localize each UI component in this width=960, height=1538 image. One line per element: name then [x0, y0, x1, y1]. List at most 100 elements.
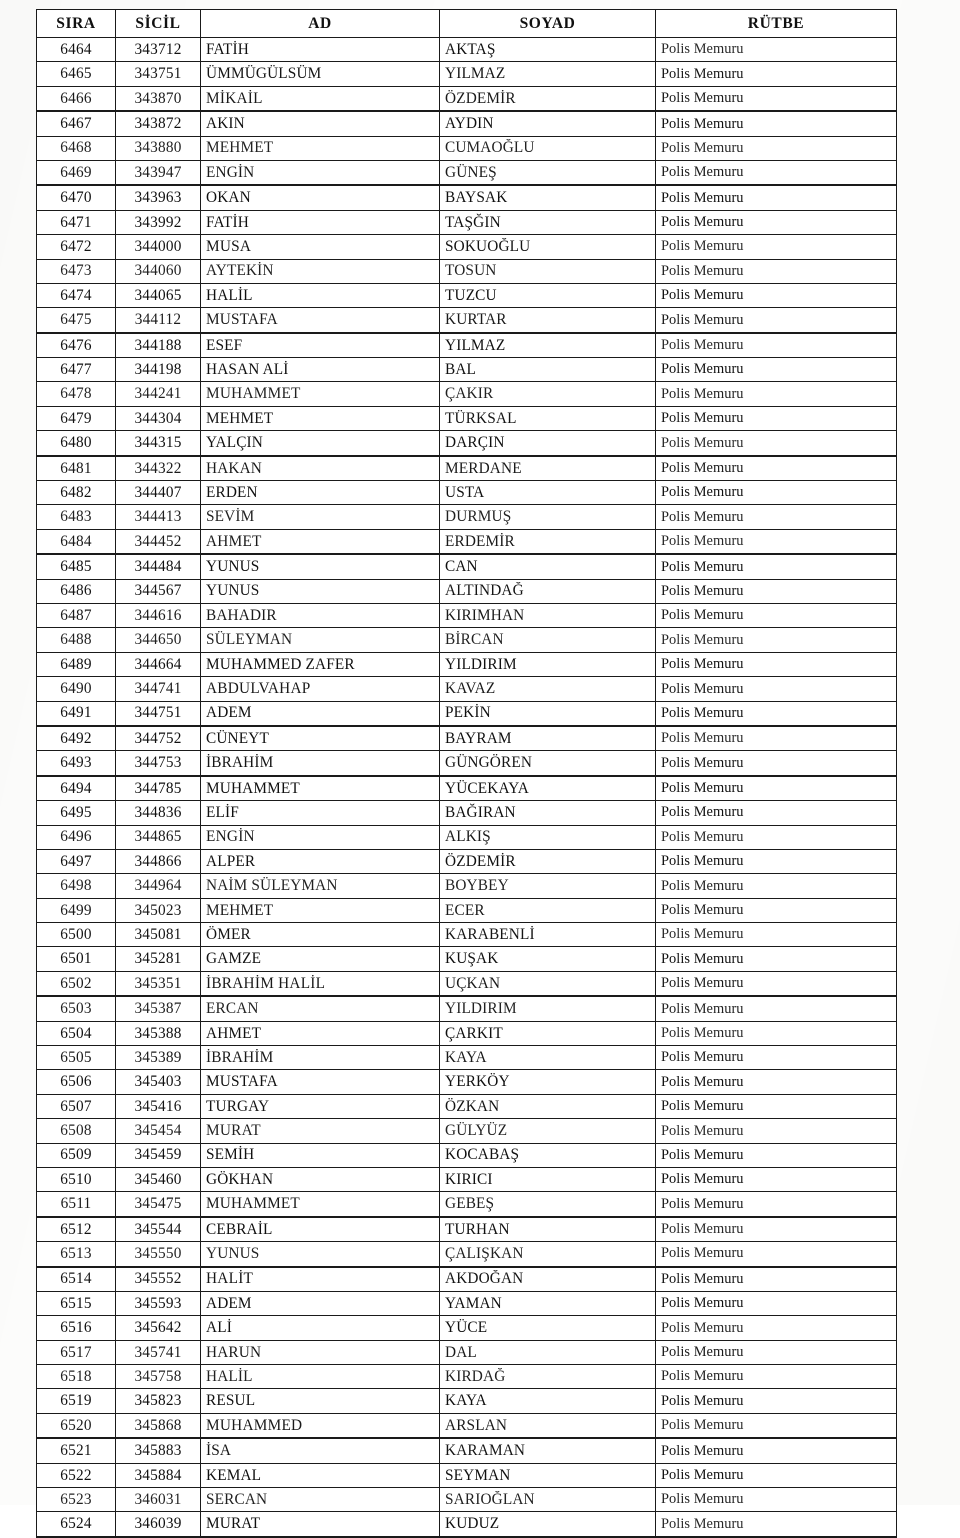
cell-ad: MUSTAFA	[200, 1069, 440, 1095]
cell-rutbe: Polis Memuru	[655, 504, 897, 530]
cell-rutbe: Polis Memuru	[655, 405, 897, 432]
cell-sira: 6505	[36, 1045, 116, 1071]
cell-sira: 6479	[36, 405, 116, 432]
cell-ad: ABDULVAHAP	[200, 676, 440, 702]
cell-sira: 6503	[36, 995, 116, 1022]
cell-sicil: 344865	[115, 824, 201, 850]
cell-rutbe: Polis Memuru	[655, 627, 897, 653]
cell-sicil: 343880	[115, 135, 201, 161]
cell-soyad: BİRCAN	[439, 627, 656, 653]
table-row: 6518 345758 HALİL KIRDAĞ Polis Memuru	[36, 1364, 897, 1390]
cell-sicil: 344065	[115, 282, 201, 309]
cell-rutbe: Polis Memuru	[655, 848, 897, 875]
table-row: 6495 344836 ELİF BAĞIRAN Polis Memuru	[36, 800, 897, 826]
table-row: 6472 344000 MUSA SOKUOĞLU Polis Memuru	[36, 234, 897, 260]
cell-soyad: YILDIRIM	[439, 995, 656, 1022]
cell-sicil: 343872	[115, 110, 201, 137]
cell-sira: 6508	[36, 1118, 116, 1144]
table-row: 6501 345281 GAMZE KUŞAK Polis Memuru	[36, 946, 897, 972]
cell-sira: 6511	[36, 1191, 116, 1218]
cell-sira: 6512	[36, 1215, 116, 1243]
table-row: 6513 345550 YUNUS ÇALIŞKAN Polis Memuru	[36, 1241, 897, 1268]
cell-ad: KEMAL	[200, 1462, 440, 1489]
cell-ad: HAKAN	[200, 455, 440, 482]
cell-rutbe: Polis Memuru	[655, 1487, 897, 1513]
cell-soyad: ÖZKAN	[439, 1093, 656, 1120]
cell-sicil: 345758	[115, 1364, 201, 1390]
cell-rutbe: Polis Memuru	[655, 897, 897, 924]
cell-sira: 6499	[36, 897, 116, 924]
table-row: 6492 344752 CÜNEYT BAYRAM Polis Memuru	[36, 725, 897, 752]
cell-sira: 6474	[36, 282, 116, 309]
cell-sicil: 345081	[115, 922, 201, 948]
cell-sira: 6501	[36, 946, 116, 972]
cell-ad: MUSTAFA	[200, 307, 440, 334]
table-row: 6511 345475 MUHAMMET GEBEŞ Polis Memuru	[36, 1191, 897, 1218]
cell-soyad: YILDIRIM	[439, 651, 656, 678]
cell-soyad: KAYA	[439, 1045, 656, 1071]
table-row: 6521 345883 İSA KARAMAN Polis Memuru	[36, 1437, 897, 1464]
cell-ad: FATİH	[200, 209, 440, 236]
header-row: SIRA SİCİL AD SOYAD RÜTBE	[36, 9, 897, 38]
cell-sicil: 345351	[115, 970, 201, 998]
cell-soyad: DARÇIN	[439, 430, 656, 457]
cell-soyad: ERDEMİR	[439, 528, 656, 555]
table-row: 6500 345081 ÖMER KARABENLİ Polis Memuru	[36, 922, 897, 948]
cell-soyad: YILMAZ	[439, 61, 656, 87]
table-row: 6510 345460 GÖKHAN KIRICI Polis Memuru	[36, 1166, 897, 1193]
cell-rutbe: Polis Memuru	[655, 1166, 897, 1193]
cell-soyad: SEYMAN	[439, 1462, 656, 1489]
cell-sicil: 344407	[115, 480, 201, 506]
table-row: 6488 344650 SÜLEYMAN BİRCAN Polis Memuru	[36, 627, 897, 653]
cell-soyad: ÖZDEMİR	[439, 85, 656, 112]
cell-ad: GAMZE	[200, 946, 440, 972]
cell-sira: 6477	[36, 357, 116, 383]
cell-rutbe: Polis Memuru	[655, 1266, 897, 1292]
personnel-roster-table: SIRA SİCİL AD SOYAD RÜTBE 6464 343712 FATİ…	[36, 9, 897, 1538]
cell-rutbe: Polis Memuru	[655, 480, 897, 506]
cell-soyad: BAĞIRAN	[439, 800, 656, 826]
cell-ad: AHMET	[200, 528, 440, 555]
cell-soyad: UÇKAN	[439, 970, 656, 998]
table-row: 6473 344060 AYTEKİN TOSUN Polis Memuru	[36, 258, 897, 284]
cell-sicil: 345823	[115, 1388, 201, 1414]
cell-rutbe: Polis Memuru	[655, 1462, 897, 1489]
cell-sicil: 344616	[115, 602, 201, 629]
cell-ad: YUNUS	[200, 1241, 440, 1268]
table-row: 6522 345884 KEMAL SEYMAN Polis Memuru	[36, 1462, 897, 1489]
cell-ad: ESEF	[200, 331, 440, 359]
cell-sira: 6478	[36, 381, 116, 407]
cell-sira: 6523	[36, 1487, 116, 1513]
cell-sira: 6513	[36, 1241, 116, 1268]
cell-soyad: ÇALIŞKAN	[439, 1241, 656, 1268]
cell-sicil: 344112	[115, 307, 201, 334]
cell-sira: 6516	[36, 1315, 116, 1341]
cell-sira: 6487	[36, 602, 116, 629]
cell-ad: AKIN	[200, 110, 440, 137]
cell-ad: FATİH	[200, 36, 440, 63]
table-row: 6493 344753 İBRAHİM GÜNGÖREN Polis Memuru	[36, 750, 897, 777]
cell-ad: İBRAHİM	[200, 1045, 440, 1071]
cell-sira: 6488	[36, 627, 116, 653]
cell-rutbe: Polis Memuru	[655, 282, 897, 309]
cell-soyad: GÜNGÖREN	[439, 750, 656, 777]
cell-sira: 6497	[36, 848, 116, 875]
table-row: 6508 345454 MURAT GÜLYÜZ Polis Memuru	[36, 1118, 897, 1144]
cell-sicil: 344866	[115, 848, 201, 875]
table-row: 6469 343947 ENGİN GÜNEŞ Polis Memuru	[36, 159, 897, 187]
cell-sira: 6507	[36, 1093, 116, 1120]
cell-sicil: 343751	[115, 61, 201, 87]
cell-sicil: 344664	[115, 651, 201, 678]
table-row: 6523 346031 SERCAN SARIOĞLAN Polis Memuru	[36, 1487, 897, 1513]
cell-ad: MEHMET	[200, 135, 440, 161]
cell-sicil: 344567	[115, 578, 201, 604]
column-header-soyad: SOYAD	[439, 9, 656, 38]
cell-sira: 6504	[36, 1020, 116, 1047]
cell-ad: MUHAMMET	[200, 381, 440, 407]
cell-ad: AHMET	[200, 1020, 440, 1047]
cell-rutbe: Polis Memuru	[655, 725, 897, 752]
cell-soyad: GEBEŞ	[439, 1191, 656, 1218]
table-row: 6499 345023 MEHMET ECER Polis Memuru	[36, 897, 897, 924]
cell-rutbe: Polis Memuru	[655, 85, 897, 112]
cell-rutbe: Polis Memuru	[655, 553, 897, 580]
